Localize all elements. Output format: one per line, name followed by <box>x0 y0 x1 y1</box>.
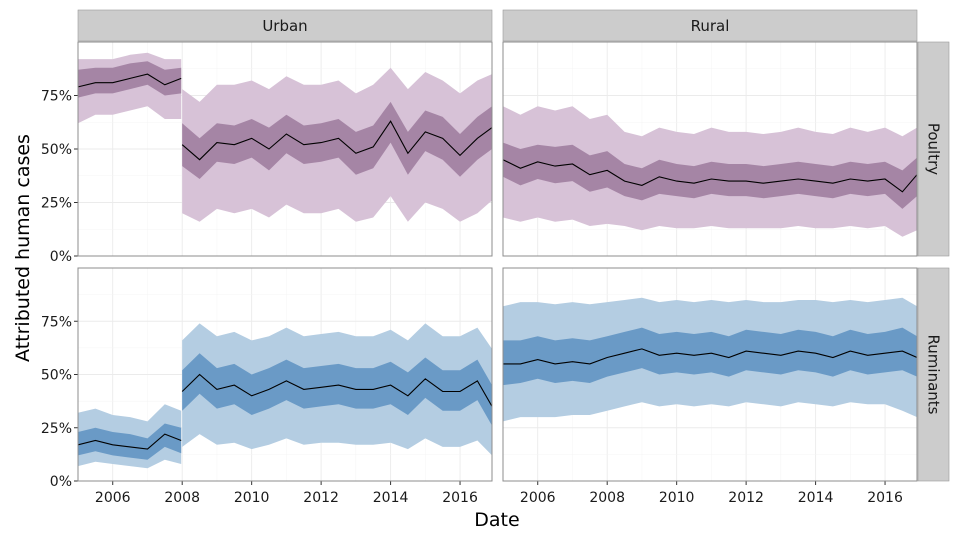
x-tick-label-rural: 2010 <box>659 490 695 506</box>
y-tick-label-poultry: 25% <box>41 196 72 212</box>
x-tick-label-rural: 2016 <box>867 490 903 506</box>
strip-bg-rural <box>502 9 918 42</box>
panel-rural-ruminants <box>503 268 917 481</box>
strip-bg-urban <box>77 9 493 42</box>
panel-urban-ruminants-median-line-0 <box>78 433 182 450</box>
x-axis-title: Date <box>474 509 519 531</box>
panel-urban-poultry-inner-band-0 <box>78 61 182 98</box>
panel-urban-ruminants-median-line-1 <box>181 373 492 407</box>
x-tick-label-urban: 2012 <box>303 490 339 506</box>
panel-urban-poultry <box>78 42 492 256</box>
y-tick-label-ruminants: 50% <box>41 368 72 384</box>
strip-bg-poultry <box>917 41 950 257</box>
panels-layer: Urban Rural Poultry Ruminants 0% 25% 50% 75% 0% 2… <box>41 9 950 506</box>
strip-label-poultry: Poultry <box>925 123 943 175</box>
x-tick-label-urban: 2014 <box>373 490 409 506</box>
panel-rural-poultry <box>503 42 917 256</box>
y-tick-label-poultry: 75% <box>41 89 72 105</box>
panel-urban-poultry-median-line-0 <box>78 73 182 88</box>
panel-urban-ruminants-inner-band-0 <box>78 423 182 460</box>
panel-urban-poultry-border <box>77 41 493 257</box>
x-tick-label-rural: 2006 <box>520 490 556 506</box>
panel-rural-poultry-inner-band-0 <box>503 142 917 209</box>
panel-rural-ruminants-inner-band-0 <box>503 327 917 386</box>
x-tick-label-urban: 2010 <box>234 490 270 506</box>
y-tick-label-ruminants: 75% <box>41 314 72 330</box>
x-tick-label-rural: 2012 <box>728 490 764 506</box>
y-axis-title: Attributed human cases <box>12 134 34 362</box>
panel-rural-poultry-border <box>502 41 918 257</box>
y-tick-label-ruminants: 25% <box>41 421 72 437</box>
x-tick-label-rural: 2014 <box>798 490 834 506</box>
panel-rural-poultry-median-line-0 <box>503 159 917 193</box>
strip-bg-ruminants <box>917 267 950 482</box>
strip-label-ruminants: Ruminants <box>925 335 943 415</box>
x-tick-label-urban: 2006 <box>95 490 131 506</box>
strip-label-rural: Rural <box>691 17 730 35</box>
x-tick-label-urban: 2016 <box>442 490 478 506</box>
panel-rural-ruminants-median-line-0 <box>503 348 917 365</box>
panel-urban-poultry-median-line-1 <box>181 120 492 161</box>
panel-urban-poultry-inner-band-1 <box>182 101 492 179</box>
y-tick-label-ruminants: 0% <box>50 474 72 490</box>
y-tick-label-poultry: 50% <box>41 142 72 158</box>
panel-urban-ruminants-border <box>77 267 493 482</box>
y-tick-label-poultry: 0% <box>50 249 72 265</box>
strip-label-urban: Urban <box>262 17 307 35</box>
x-tick-label-rural: 2008 <box>589 490 625 506</box>
panel-urban-ruminants-inner-band-1 <box>182 353 492 426</box>
panel-rural-ruminants-border <box>502 267 918 482</box>
panel-urban-ruminants <box>78 268 492 481</box>
x-tick-label-urban: 2008 <box>164 490 200 506</box>
